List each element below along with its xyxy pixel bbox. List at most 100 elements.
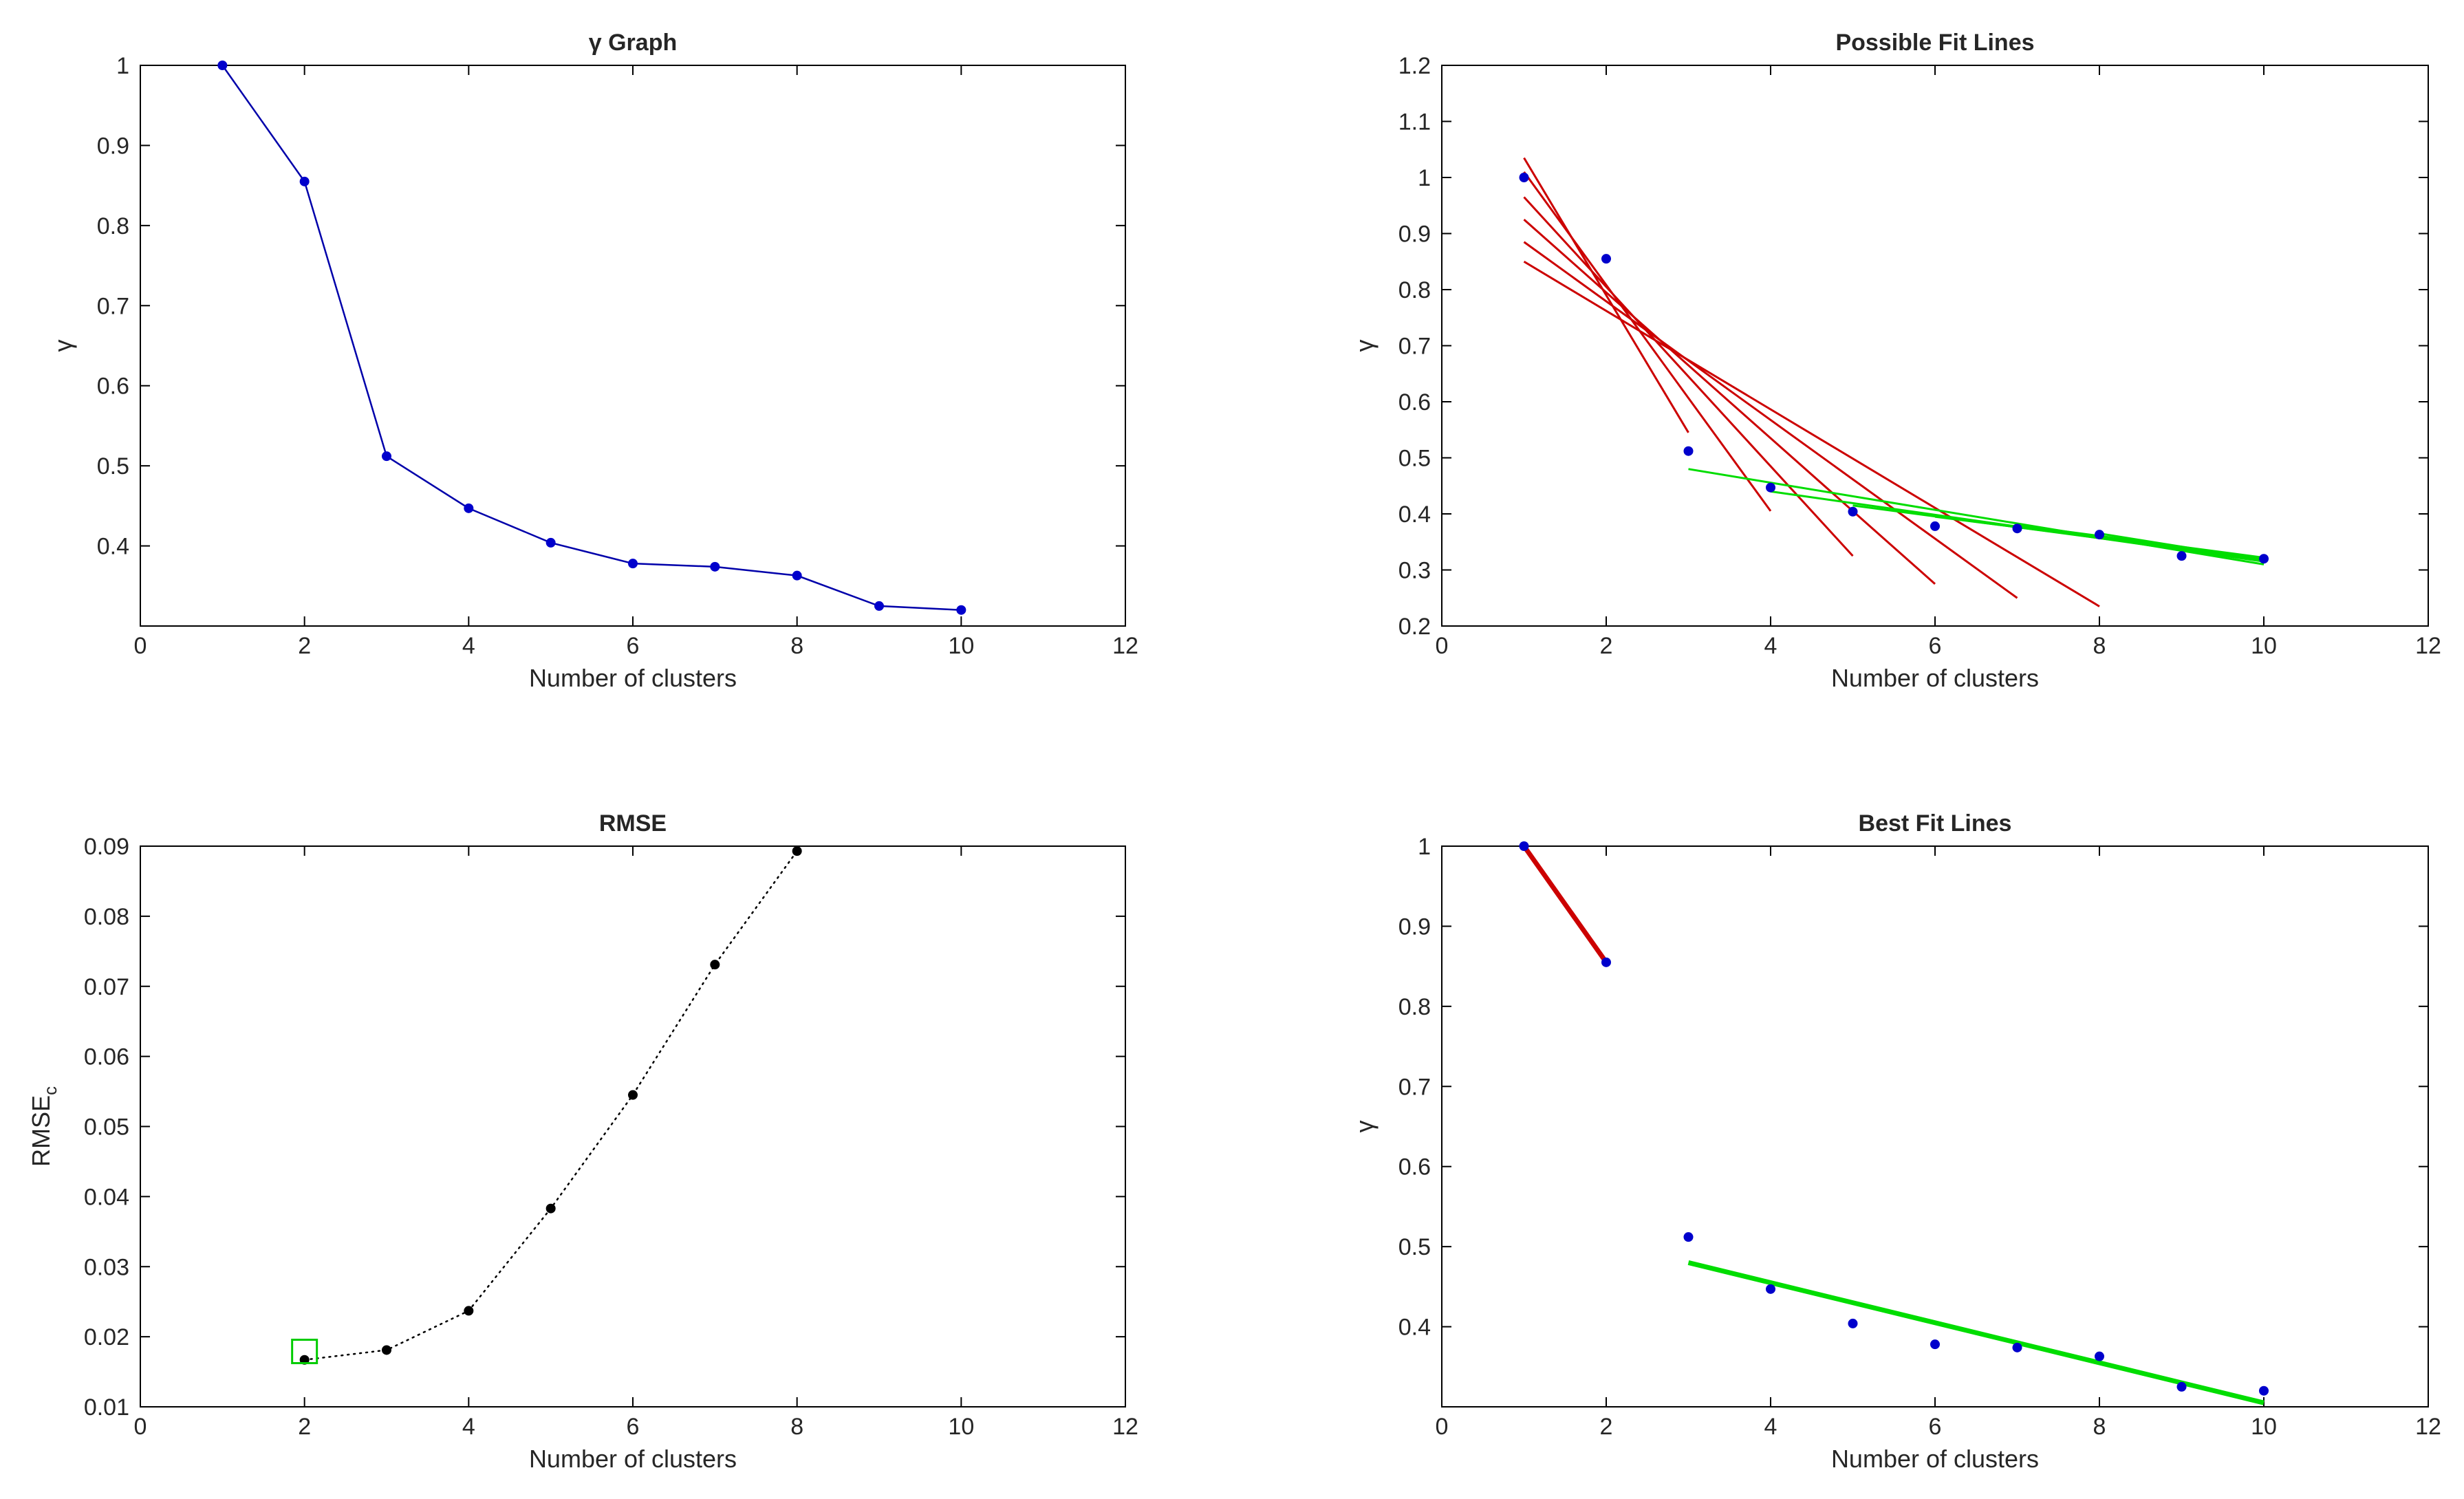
- y-axis-label: γ: [49, 340, 77, 352]
- chart-title: Best Fit Lines: [1859, 810, 2012, 837]
- x-axis-label: Number of clusters: [529, 664, 737, 692]
- y-tick-label: 0.7: [1398, 334, 1431, 360]
- y-tick-label: 0.7: [1398, 1074, 1431, 1100]
- data-point: [2095, 530, 2104, 540]
- y-tick-label: 0.09: [84, 834, 129, 860]
- y-tick-label: 0.05: [84, 1114, 129, 1141]
- fit-line-green: [1687, 1260, 2265, 1405]
- x-tick-label: 6: [627, 633, 640, 659]
- x-tick-label: 6: [1929, 633, 1942, 659]
- y-axis-label-main: RMSE: [27, 1095, 55, 1167]
- y-tick-label: 0.06: [84, 1044, 129, 1070]
- data-point: [1930, 1339, 1940, 1350]
- chart-2: 0 2 4 6 8 10 12 0.2 0.3 0.4 0.5 0.6 0.7 0.8 0.9 1 1.1 1.2…: [1350, 30, 2441, 692]
- data-point: [2095, 1351, 2104, 1361]
- data-point: [464, 503, 474, 513]
- plot-frame: [1441, 845, 2429, 1408]
- x-tick-label: 6: [627, 1414, 640, 1440]
- data-point: [792, 570, 802, 581]
- y-axis-label: γ: [1350, 1121, 1379, 1133]
- data-point: [956, 605, 966, 615]
- y-tick-label: 0.04: [84, 1184, 129, 1210]
- data-point: [1930, 521, 1940, 531]
- data-point: [1766, 1284, 1775, 1294]
- data-point: [464, 1306, 474, 1316]
- x-tick-label: 4: [462, 1414, 475, 1440]
- fit-line-red: [1523, 219, 1936, 585]
- x-tick-label: 8: [2093, 1414, 2106, 1440]
- data-point: [1519, 841, 1529, 851]
- data-point: [217, 61, 228, 70]
- y-tick-label: 0.8: [1398, 994, 1431, 1020]
- y-tick-label: 1.1: [1398, 109, 1431, 136]
- y-tick-label: 0.8: [97, 213, 129, 239]
- x-tick-label: 12: [1112, 633, 1138, 659]
- highlight-box: [291, 1339, 318, 1364]
- x-tick-label: 0: [134, 633, 147, 659]
- y-tick-label: 0.9: [1398, 914, 1431, 940]
- y-tick-label: 0.01: [84, 1394, 129, 1421]
- x-axis-label: Number of clusters: [1831, 664, 2039, 692]
- data-point: [1601, 957, 1611, 967]
- data-point: [2012, 524, 2022, 534]
- x-tick-label: 12: [1112, 1414, 1138, 1440]
- plot-frame: [1441, 65, 2429, 627]
- x-tick-label: 2: [298, 633, 311, 659]
- y-tick-label: 0.6: [1398, 389, 1431, 416]
- data-point: [2012, 1342, 2022, 1352]
- y-tick-label: 0.4: [97, 534, 129, 560]
- y-tick-label: 0.8: [1398, 277, 1431, 303]
- data-point: [1848, 506, 1858, 517]
- data-point: [710, 561, 720, 572]
- y-tick-label: 0.02: [84, 1324, 129, 1350]
- data-point: [299, 176, 310, 186]
- data-point: [382, 451, 391, 462]
- y-tick-label: 1: [116, 53, 129, 79]
- x-tick-label: 2: [298, 1414, 311, 1440]
- data-point: [2176, 1381, 2187, 1392]
- data-point: [545, 537, 556, 548]
- chart-4: 0 2 4 6 8 10 12 0.4 0.5 0.6 0.7 0.8 0.9 1 Best Fit Lin…: [1350, 810, 2441, 1473]
- x-tick-label: 8: [790, 633, 803, 659]
- y-tick-label: 0.4: [1398, 502, 1431, 528]
- y-tick-label: 0.6: [1398, 1154, 1431, 1180]
- y-axis-label: RMSEc: [27, 1086, 61, 1167]
- series-line: [221, 65, 962, 611]
- chart-title: Possible Fit Lines: [1835, 30, 2034, 56]
- x-tick-label: 4: [1764, 1414, 1777, 1440]
- y-tick-label: 1: [1418, 165, 1431, 191]
- fit-line-red: [1523, 241, 2018, 599]
- chart-title: RMSE: [599, 810, 667, 837]
- data-point: [545, 1203, 556, 1214]
- data-point: [2259, 1385, 2269, 1396]
- x-tick-label: 2: [1600, 1414, 1613, 1440]
- fit-line-red: [1523, 171, 1772, 512]
- y-tick-label: 0.5: [97, 453, 129, 479]
- y-tick-label: 0.3: [1398, 558, 1431, 584]
- y-tick-label: 0.5: [1398, 446, 1431, 472]
- y-tick-label: 0.03: [84, 1254, 129, 1280]
- x-tick-label: 0: [134, 1414, 147, 1440]
- y-tick-label: 0.9: [1398, 222, 1431, 248]
- x-tick-label: 10: [948, 1414, 974, 1440]
- y-tick-label: 0.2: [1398, 614, 1431, 640]
- data-point: [1683, 1232, 1694, 1242]
- x-tick-label: 6: [1929, 1414, 1942, 1440]
- fit-line-red: [1522, 844, 1608, 964]
- fit-line-green: [2099, 532, 2265, 561]
- y-tick-label: 0.7: [97, 293, 129, 319]
- data-point: [628, 1090, 638, 1100]
- x-tick-label: 2: [1600, 633, 1613, 659]
- y-tick-label: 0.4: [1398, 1315, 1431, 1341]
- y-axis-label: γ: [1350, 340, 1379, 352]
- x-tick-label: 12: [2415, 1414, 2441, 1440]
- data-point: [628, 559, 638, 569]
- data-point: [1848, 1318, 1858, 1328]
- chart-1: 0 2 4 6 8 10 12 0.4 0.5 0.6 0.7 0.8 0.9 1 γ Graph Numbe…: [49, 30, 1138, 692]
- y-tick-label: 1.2: [1398, 53, 1431, 79]
- fit-line-red: [1523, 157, 1689, 433]
- data-point: [382, 1345, 391, 1355]
- x-tick-label: 4: [1764, 633, 1777, 659]
- x-tick-label: 10: [948, 633, 974, 659]
